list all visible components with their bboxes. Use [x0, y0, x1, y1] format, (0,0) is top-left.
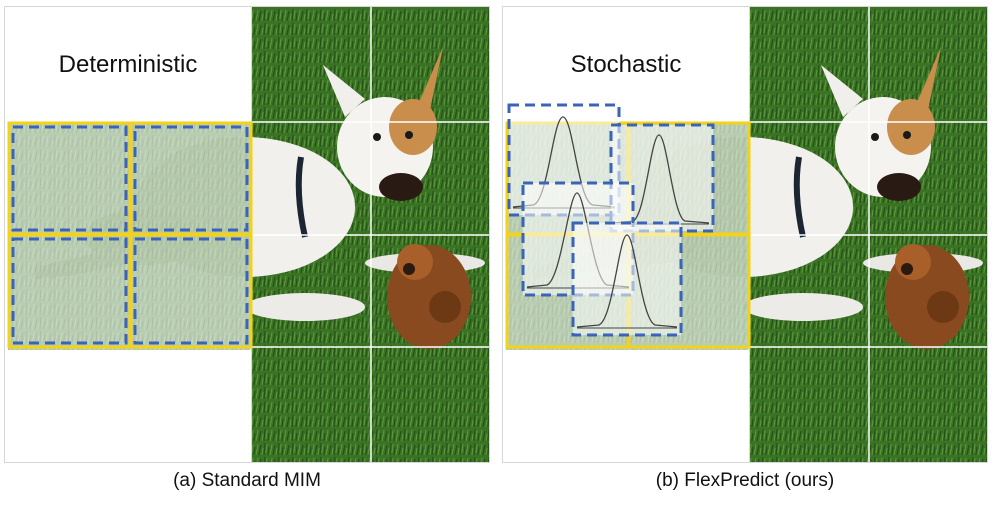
panel-heading: Stochastic — [570, 51, 682, 78]
panel-flexpredict: Stochastic — [502, 6, 988, 463]
masked-patches — [7, 121, 253, 349]
panel-heading: Deterministic — [58, 51, 198, 78]
toy-image — [387, 244, 471, 349]
panel-a-illustration — [5, 7, 489, 462]
panel-b-illustration — [503, 7, 987, 462]
panel-standard-mim: Deterministic — [4, 6, 490, 463]
deterministic-predictions — [11, 125, 249, 345]
caption-standard-mim: (a) Standard MIM — [173, 470, 321, 491]
toy-image — [885, 244, 969, 349]
stochastic-box-4 — [571, 221, 683, 337]
stochastic-predictions — [507, 103, 715, 337]
caption-flexpredict: (b) FlexPredict (ours) — [655, 470, 835, 491]
